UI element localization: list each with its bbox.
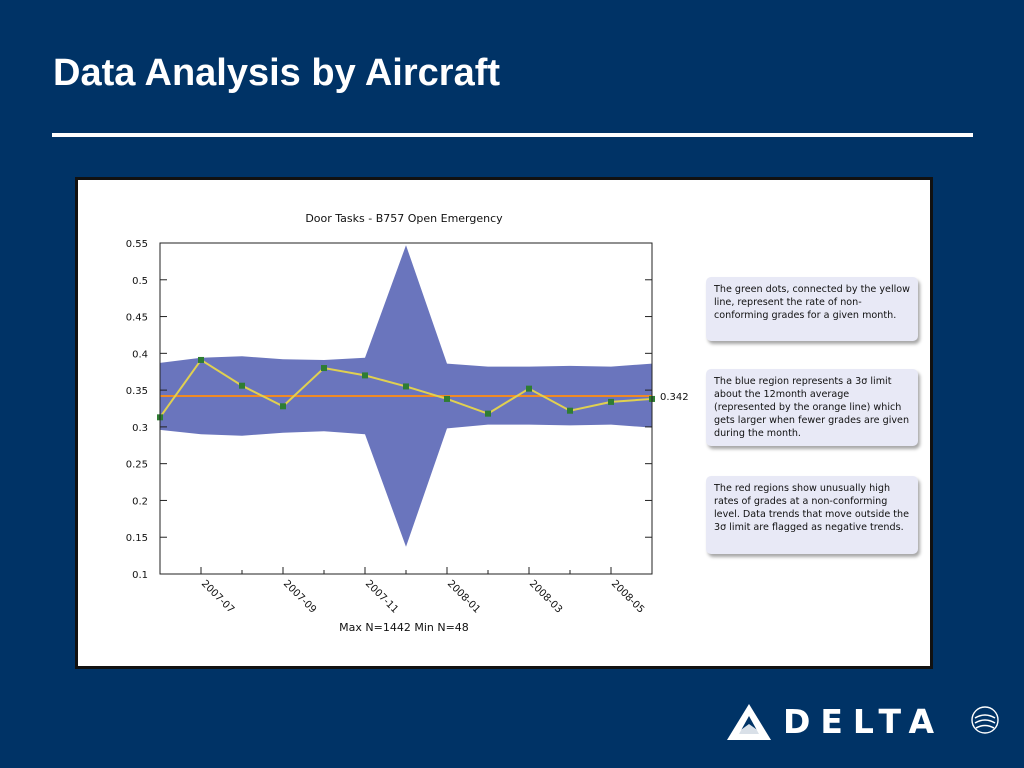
rate-point (526, 385, 532, 392)
title-divider (52, 133, 973, 137)
average-line-layer: 0.342 (160, 392, 689, 403)
rate-point (403, 383, 409, 390)
y-tick-label: 0.35 (126, 386, 148, 397)
average-value-label: 0.342 (660, 392, 689, 403)
x-tick-label: 2007-09 (281, 578, 318, 615)
x-tick-label: 2008-05 (609, 578, 646, 615)
delta-triangle-icon (727, 704, 771, 740)
x-tick-label: 2007-11 (363, 578, 400, 615)
chart-footnote: Max N=1442 Min N=48 (339, 621, 469, 634)
y-tick-label: 0.2 (132, 496, 148, 507)
chart-svg: Door Tasks - B757 Open Emergency 0.342 0… (126, 212, 689, 634)
delta-wordmark: DELTA (783, 702, 944, 741)
y-tick-label: 0.5 (132, 276, 148, 287)
rate-point (362, 372, 368, 379)
rate-point (280, 403, 286, 410)
rate-point (444, 395, 450, 402)
explanation-note-sigma: The blue region represents a 3σ limit ab… (706, 369, 918, 446)
explanation-note-rate: The green dots, connected by the yellow … (706, 277, 918, 341)
y-tick-label: 0.55 (126, 239, 148, 250)
rate-point (608, 398, 614, 405)
y-tick-label: 0.4 (132, 349, 148, 360)
rate-point (239, 382, 245, 389)
skyteam-logo-icon (971, 706, 999, 734)
explanation-note-red: The red regions show unusually high rate… (706, 476, 918, 554)
x-tick-label: 2007-07 (199, 578, 236, 615)
rate-point (485, 410, 491, 417)
rate-point (198, 356, 204, 363)
x-tick-label: 2008-03 (527, 578, 564, 615)
y-tick-label: 0.45 (126, 313, 148, 324)
y-tick-label: 0.15 (126, 533, 148, 544)
chart-panel: Door Tasks - B757 Open Emergency 0.342 0… (75, 177, 933, 669)
y-tick-label: 0.1 (132, 570, 148, 581)
x-tick-label: 2008-01 (445, 578, 482, 615)
rate-point (567, 407, 573, 414)
y-tick-label: 0.25 (126, 460, 148, 471)
y-tick-label: 0.3 (132, 423, 148, 434)
chart-title: Door Tasks - B757 Open Emergency (305, 212, 503, 225)
slide-title: Data Analysis by Aircraft (53, 52, 501, 94)
delta-logo: DELTA (725, 700, 1010, 744)
rate-point (321, 365, 327, 372)
